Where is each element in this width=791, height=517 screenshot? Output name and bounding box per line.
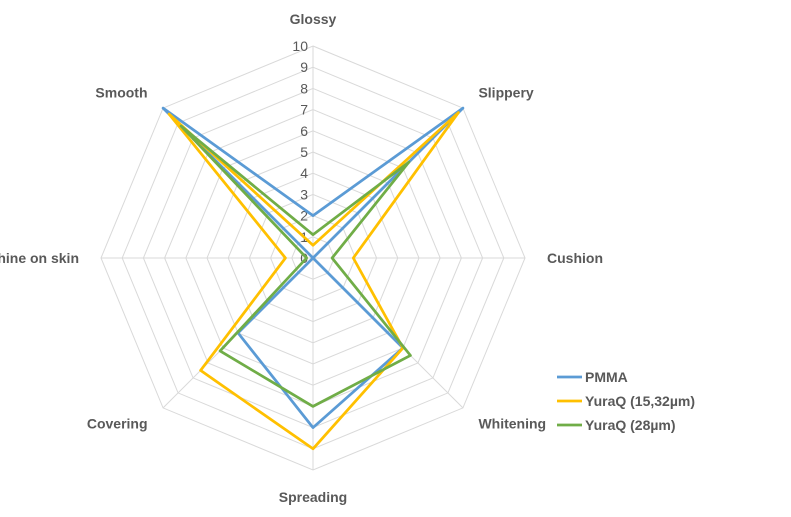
legend: PMMA YuraQ (15,32µm) YuraQ (28µm): [557, 369, 695, 433]
series-line-2: [179, 124, 412, 408]
legend-item: PMMA: [585, 369, 628, 385]
category-label: Whitening: [478, 415, 546, 431]
category-label: Covering: [87, 415, 148, 431]
tick-label: 7: [300, 102, 308, 118]
category-label: Smooth: [95, 85, 147, 101]
series-lines: [161, 106, 465, 451]
tick-label: 4: [300, 165, 308, 181]
category-label: Spreading: [279, 489, 347, 505]
tick-label: 5: [300, 144, 308, 160]
tick-label: 0: [300, 250, 308, 266]
category-label: Cushion: [547, 250, 603, 266]
tick-label: 6: [300, 123, 308, 139]
tick-label: 9: [300, 59, 308, 75]
legend-item: YuraQ (15,32µm): [585, 393, 695, 409]
category-label: Shine on skin: [0, 250, 79, 266]
category-labels: Glossy Slippery Cushion Whitening Spreading C…: [0, 11, 603, 505]
tick-label: 2: [300, 208, 308, 224]
series-line-1: [167, 111, 460, 451]
category-label: Slippery: [478, 85, 533, 101]
tick-label: 8: [300, 80, 308, 96]
category-label: Glossy: [290, 11, 337, 27]
legend-item: YuraQ (28µm): [585, 417, 676, 433]
tick-label: 3: [300, 186, 308, 202]
tick-label: 10: [292, 38, 308, 54]
